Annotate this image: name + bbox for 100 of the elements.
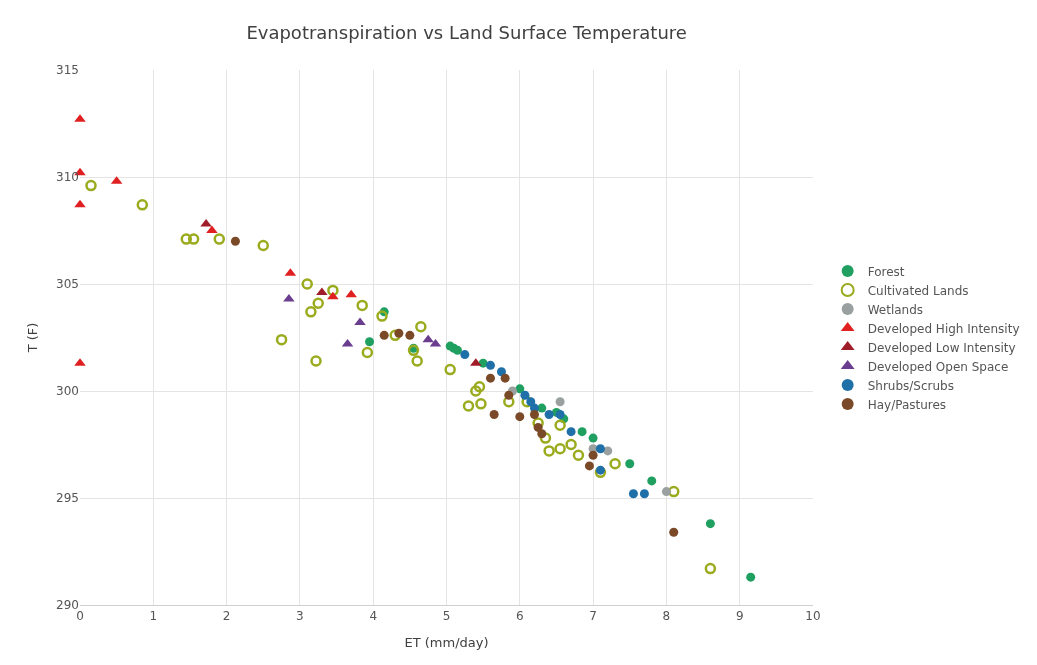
x-tick-label: 2 bbox=[222, 609, 231, 624]
point bbox=[555, 410, 565, 420]
point bbox=[746, 572, 756, 582]
point bbox=[566, 427, 576, 437]
y-tick-label: 305 bbox=[56, 277, 79, 292]
point bbox=[595, 444, 605, 454]
point bbox=[554, 443, 566, 455]
x-tick-label: 0 bbox=[76, 609, 84, 624]
point bbox=[595, 465, 605, 475]
point bbox=[180, 233, 193, 245]
point bbox=[312, 297, 324, 310]
point bbox=[462, 400, 475, 412]
point bbox=[705, 519, 715, 529]
point bbox=[669, 527, 679, 537]
point bbox=[460, 350, 470, 360]
point bbox=[496, 367, 506, 377]
point bbox=[515, 412, 525, 422]
point bbox=[327, 284, 339, 297]
y-tick-label: 290 bbox=[56, 598, 79, 613]
legend-label: Shrubs/Scrubs bbox=[867, 378, 954, 393]
point bbox=[526, 397, 536, 407]
y-tick-label: 315 bbox=[56, 63, 79, 78]
point bbox=[537, 429, 547, 439]
x-axis-title: ET (mm/day) bbox=[404, 635, 489, 650]
x-tick-label: 3 bbox=[296, 609, 304, 624]
point bbox=[213, 233, 226, 245]
x-tick-label: 10 bbox=[805, 609, 821, 624]
point bbox=[365, 337, 375, 347]
point bbox=[305, 306, 317, 318]
y-axis-title: T (F) bbox=[25, 322, 41, 354]
point bbox=[661, 487, 671, 497]
point bbox=[444, 363, 456, 376]
point bbox=[356, 299, 368, 312]
legend-label: Forest bbox=[867, 264, 905, 279]
point bbox=[485, 360, 495, 370]
point bbox=[415, 321, 427, 333]
point bbox=[379, 330, 389, 340]
legend-label: Developed High Intensity bbox=[867, 321, 1020, 336]
point bbox=[584, 461, 594, 471]
point bbox=[407, 344, 420, 357]
point bbox=[354, 317, 366, 326]
point bbox=[453, 345, 462, 355]
x-tick-label: 7 bbox=[589, 609, 597, 624]
point bbox=[376, 310, 388, 322]
point bbox=[704, 562, 717, 575]
point bbox=[504, 390, 514, 400]
point bbox=[543, 445, 555, 457]
point bbox=[136, 199, 149, 211]
point bbox=[422, 334, 434, 343]
point bbox=[572, 449, 585, 461]
point bbox=[389, 329, 401, 342]
point bbox=[405, 330, 415, 340]
point bbox=[533, 422, 543, 432]
x-tick-label: 5 bbox=[442, 609, 451, 624]
y-tick-label: 295 bbox=[56, 491, 79, 506]
point bbox=[588, 433, 598, 443]
x-tick-label: 6 bbox=[515, 609, 524, 624]
chart-title: Evapotranspiration vs Land Surface Temperature bbox=[246, 22, 687, 44]
point bbox=[647, 476, 657, 486]
legend-label: Hay/Pastures bbox=[867, 397, 947, 412]
point bbox=[554, 419, 566, 431]
point bbox=[361, 346, 374, 359]
point bbox=[257, 239, 269, 252]
point bbox=[475, 398, 487, 410]
point bbox=[394, 328, 404, 338]
point bbox=[628, 489, 638, 499]
point bbox=[565, 438, 577, 451]
point bbox=[529, 410, 539, 420]
point bbox=[577, 427, 587, 437]
point bbox=[555, 397, 565, 407]
point bbox=[345, 289, 357, 298]
point bbox=[187, 233, 200, 245]
x-tick-label: 1 bbox=[149, 609, 158, 624]
point bbox=[275, 333, 288, 346]
point bbox=[485, 373, 495, 383]
point bbox=[301, 278, 313, 290]
legend-label: Developed Low Intensity bbox=[867, 340, 1016, 355]
x-tick-label: 8 bbox=[662, 609, 671, 624]
legend-label: Cultivated Lands bbox=[867, 283, 969, 298]
point bbox=[588, 450, 598, 460]
point bbox=[625, 459, 635, 469]
point bbox=[230, 236, 240, 246]
point bbox=[544, 410, 554, 420]
x-tick-label: 4 bbox=[369, 609, 378, 624]
x-tick-label: 9 bbox=[735, 609, 744, 624]
point bbox=[74, 199, 86, 208]
point bbox=[316, 287, 328, 296]
point bbox=[411, 355, 423, 367]
point bbox=[520, 390, 530, 400]
point bbox=[489, 410, 499, 420]
point bbox=[609, 458, 621, 470]
point bbox=[539, 432, 552, 444]
legend-label: Wetlands bbox=[867, 302, 924, 317]
point bbox=[470, 385, 482, 397]
legend-label: Developed Open Space bbox=[867, 359, 1009, 374]
point bbox=[473, 380, 486, 393]
point bbox=[639, 489, 649, 499]
point bbox=[85, 179, 97, 192]
point bbox=[310, 355, 322, 367]
y-tick-label: 300 bbox=[56, 384, 79, 399]
